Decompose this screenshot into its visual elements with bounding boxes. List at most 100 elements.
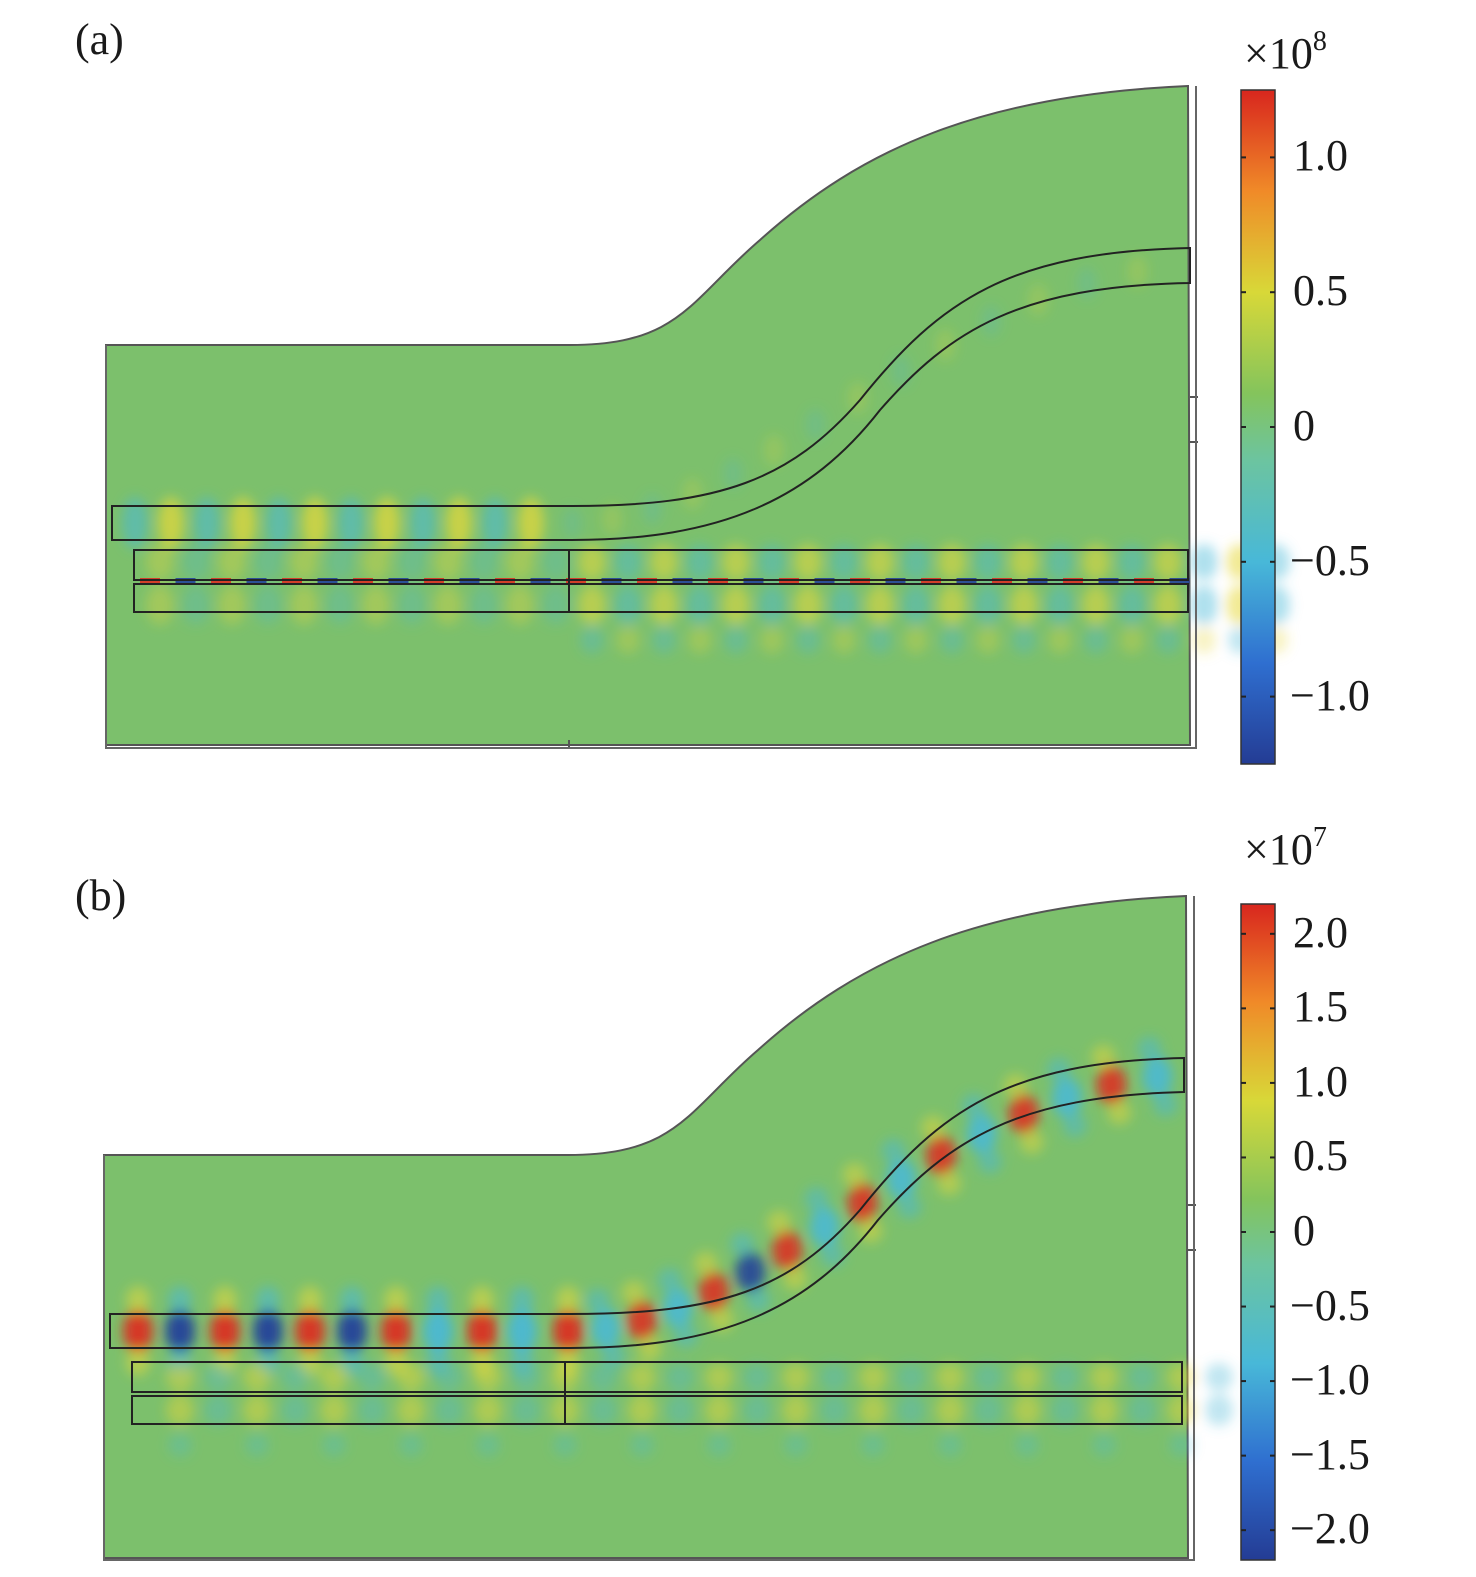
field-lobe [243,1394,271,1426]
field-lobe [512,1363,540,1391]
field-lobe [897,1194,922,1219]
field-lobe [166,1363,194,1391]
field-lobe [362,585,390,625]
field-lobe [820,1394,848,1426]
field-lobe [218,585,246,625]
field-lobe [859,1394,887,1426]
field-lobe [1090,1394,1118,1426]
field-lobe [830,585,858,625]
field-lobe [470,544,498,580]
field-lobe [804,1186,829,1211]
field-lobe [362,544,390,580]
field-lobe [974,1363,1002,1391]
field-lobe [630,1433,654,1457]
field-lobe [820,1242,845,1267]
field-lobe [705,1363,733,1391]
field-lobe [682,477,703,510]
field-lobe [322,1433,346,1457]
field-lobe [506,544,534,580]
field-lobe [399,1433,423,1457]
field-lobe [320,1363,348,1391]
colorbar-tick-label: −2.0 [1290,1504,1370,1554]
field-lobe [476,1433,500,1457]
field-lobe [794,585,822,625]
field-lobe [886,1158,917,1199]
field-lobe [295,1309,325,1353]
field-lobe [937,1171,962,1196]
field-lobe [254,585,282,625]
field-lobe [182,585,210,625]
field-lobe [507,1309,537,1353]
field-lobe [1010,585,1038,625]
field-lobe [338,497,364,549]
field-lobe [666,1394,694,1426]
field-lobe [722,585,750,625]
colorbar-b-bar [1240,903,1276,1561]
field-lobe [730,1232,755,1257]
field-lobe [936,1363,964,1391]
field-lobe [1154,585,1182,625]
field-lobe [891,354,912,387]
field-lobe [578,544,606,580]
field-lobe [847,1182,878,1223]
field-lobe [467,1309,497,1353]
field-lobe [693,1251,718,1276]
field-lobe [435,1363,463,1391]
field-lobe [266,497,292,549]
field-lobe [256,1286,280,1314]
field-lobe [512,1394,540,1426]
field-lobe [580,626,604,654]
field-lobe [204,1363,232,1391]
field-lobe [926,1135,957,1176]
field-lobe [326,544,354,580]
field-lobe [1028,283,1049,316]
field-lobe [1048,626,1072,654]
field-lobe [146,585,174,625]
field-lobe [847,381,868,414]
field-lobe [434,544,462,580]
panel-b-domain [103,894,1190,1559]
field-lobe [820,1363,848,1391]
field-lobe [859,1363,887,1391]
field-lobe [290,585,318,625]
field-lobe [707,1433,731,1457]
field-lobe [743,1363,771,1391]
panel-a-field [105,84,1290,749]
field-lobe [783,1266,808,1291]
field-lobe [281,1394,309,1426]
field-lobe [358,1394,386,1426]
colorbar-tick-label: 0 [1293,1206,1315,1255]
panel-a-slot-waveguide-lower [133,583,1189,613]
field-lobe [866,585,894,625]
field-lobe [976,626,1000,654]
field-lobe [614,585,642,625]
field-lobe [168,1433,192,1457]
field-lobe [585,1288,610,1313]
field-lobe [1205,1394,1233,1426]
field-lobe [281,1363,309,1391]
field-lobe [1128,1363,1156,1391]
field-lobe [881,1138,906,1163]
field-lobe [861,1433,885,1457]
field-lobe [474,1363,502,1391]
field-lobe [673,1323,698,1348]
colorbar-tick-label: 1.0 [1293,1056,1348,1106]
field-lobe [435,1394,463,1426]
field-lobe [1013,1363,1041,1391]
colorbar-tick-label: 0 [1293,401,1315,450]
field-lobe [1192,626,1216,654]
field-lobe [122,497,148,549]
field-lobe [165,1309,195,1353]
field-lobe [398,585,426,625]
field-lobe [243,1363,271,1391]
field-lobe [1118,544,1146,580]
field-lobe [358,1363,386,1391]
field-lobe [482,497,508,549]
field-lobe [204,1394,232,1426]
field-lobe [1051,1394,1079,1426]
field-lobe [657,1267,682,1292]
field-lobe [746,1288,771,1313]
field-lobe [698,1271,729,1312]
field-lobe [194,497,220,549]
